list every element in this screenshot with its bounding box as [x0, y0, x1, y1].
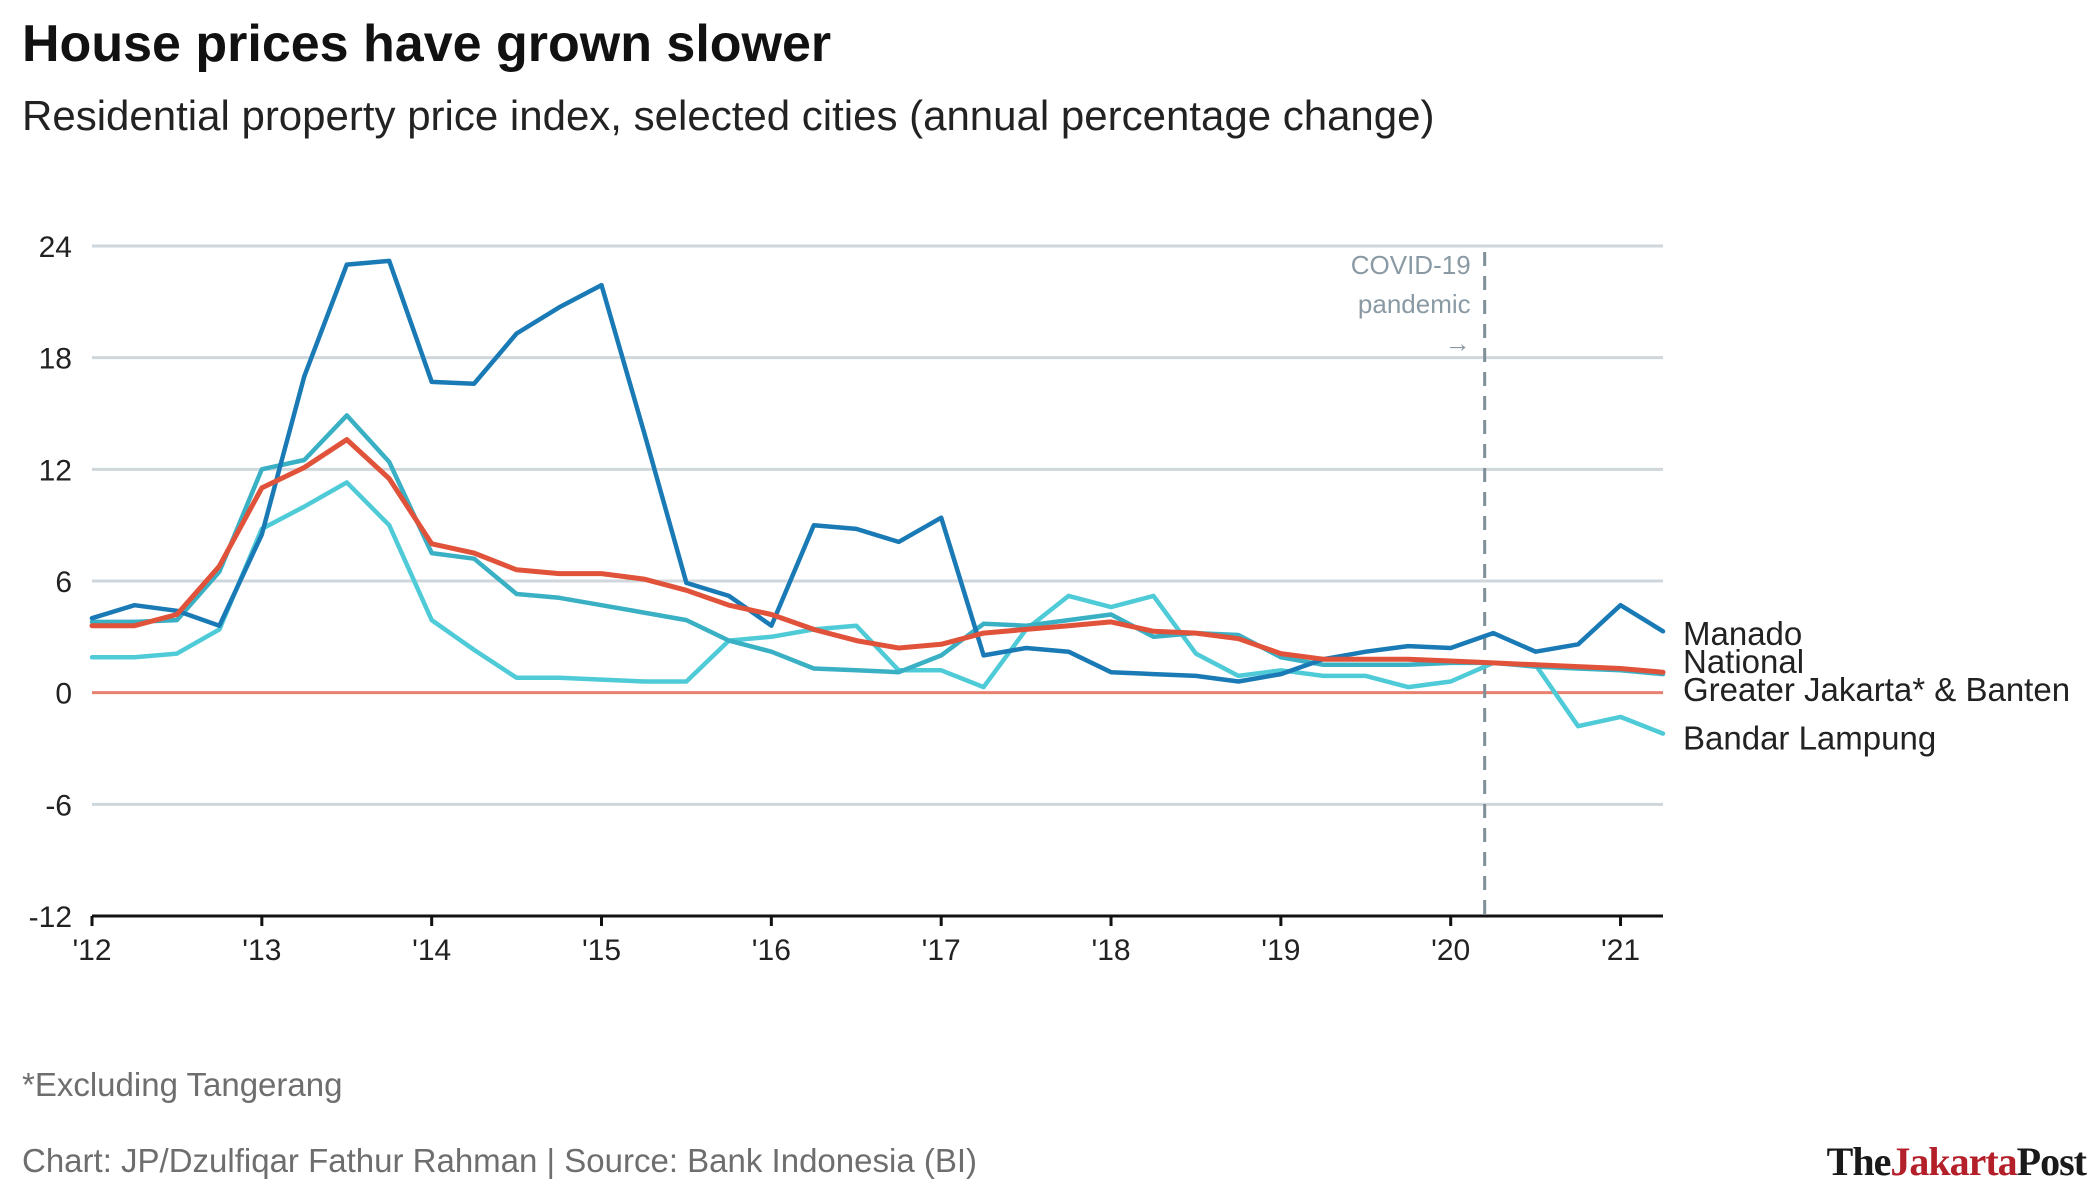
series-label: National — [1683, 643, 1804, 680]
series-layer — [89, 258, 1666, 736]
covid-label-line2: pandemic — [1358, 289, 1471, 319]
x-tick-label: '12 — [72, 934, 111, 967]
series-label: Bandar Lampung — [1683, 719, 1936, 756]
series-line-manado — [89, 258, 1666, 684]
x-tick-label: '19 — [1261, 934, 1300, 967]
y-tick-label: 6 — [55, 566, 72, 599]
x-tick-label: '15 — [582, 934, 621, 967]
x-tick-label: '20 — [1431, 934, 1470, 967]
x-tick-label: '21 — [1601, 934, 1640, 967]
x-tick-label: '18 — [1091, 934, 1130, 967]
y-tick-label: -12 — [29, 901, 72, 934]
footnote: *Excluding Tangerang — [22, 1066, 343, 1103]
chart-subtitle: Residential property price index, select… — [22, 92, 1435, 139]
covid-arrow: → — [1445, 328, 1471, 358]
y-tick-label: 12 — [39, 454, 72, 487]
x-tick-label: '13 — [242, 934, 281, 967]
y-tick-label: 0 — [55, 678, 72, 711]
y-tick-label: 24 — [39, 231, 72, 264]
axis-layer: 24 18 12 6 0 -6 -12'12 '13 '14 '15 '16 '17 '18 '19 '20… — [29, 231, 1663, 967]
series-line-bandar-lampung — [89, 480, 1666, 736]
y-tick-label: 18 — [39, 343, 72, 376]
publisher-logo: TheJakartaPost — [1826, 1139, 2087, 1184]
series-line-greater-jakarta-banten — [89, 413, 1666, 677]
series-line-national — [89, 437, 1666, 675]
series-label: Greater Jakarta* & Banten — [1683, 671, 2070, 708]
x-tick-label: '14 — [412, 934, 451, 967]
source-credit: Chart: JP/Dzulfiqar Fathur Rahman | Sour… — [22, 1142, 978, 1179]
x-tick-label: '17 — [922, 934, 961, 967]
covid-label-line1: COVID-19 — [1351, 250, 1471, 280]
x-tick-label: '16 — [752, 934, 791, 967]
series-label: Manado — [1683, 615, 1802, 652]
grid-layer — [92, 244, 1663, 806]
y-tick-label: -6 — [45, 789, 72, 822]
chart-title: House prices have grown slower — [22, 15, 832, 73]
covid-annotation: COVID-19 pandemic → — [1351, 250, 1487, 916]
